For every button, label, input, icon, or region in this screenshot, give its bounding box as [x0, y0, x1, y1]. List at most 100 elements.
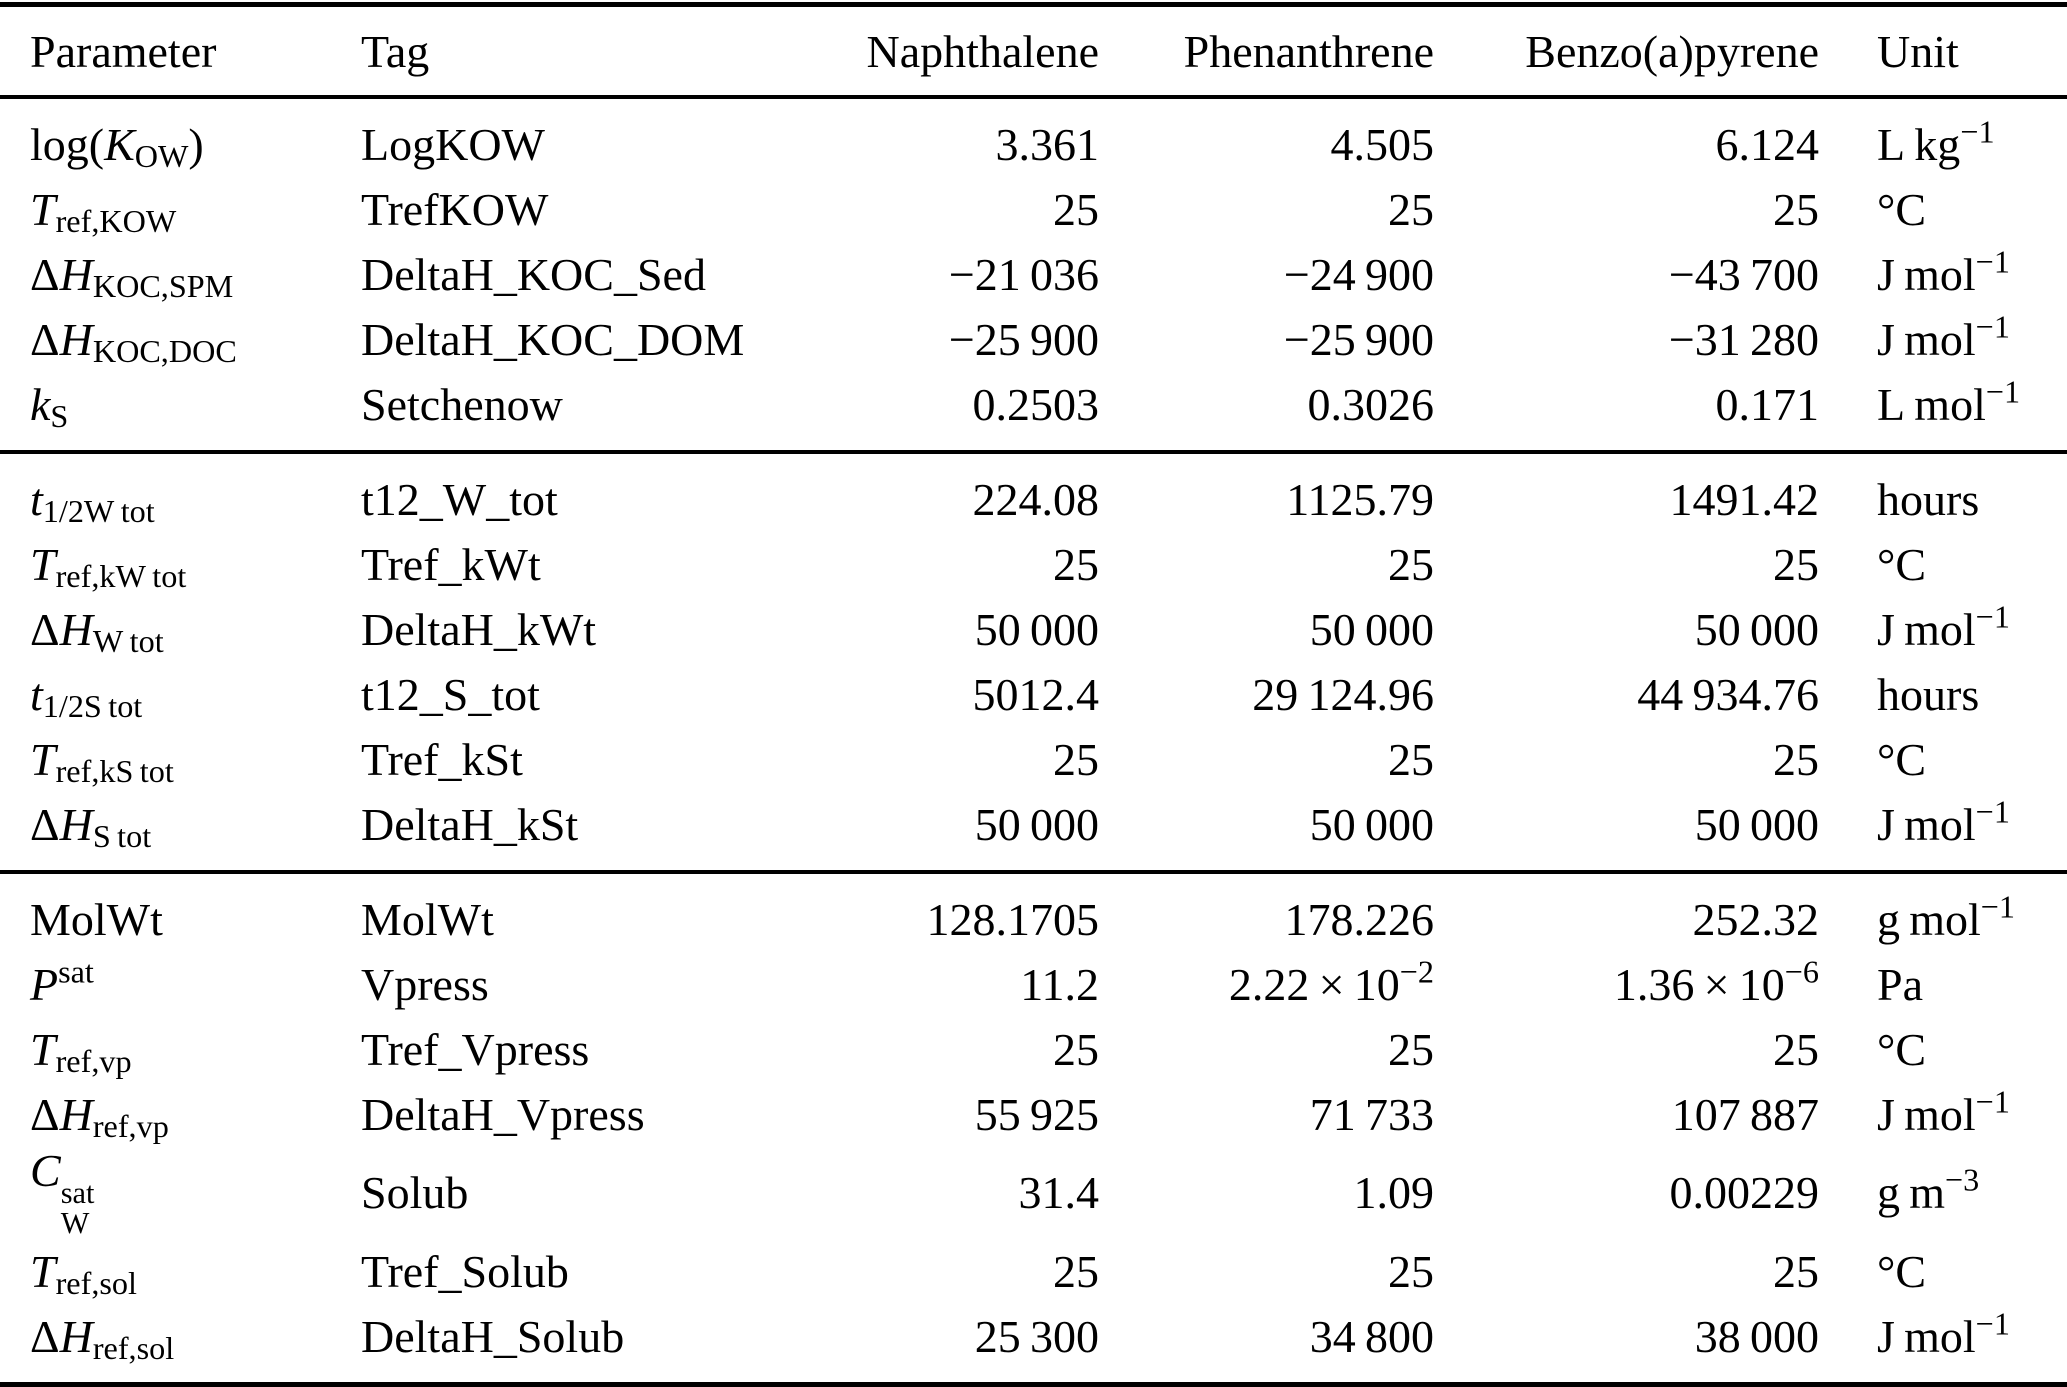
- param-cell: MolWt: [30, 893, 163, 945]
- tag-cell: Tref_Solub: [361, 1245, 569, 1297]
- tag-cell: MolWt: [361, 893, 494, 945]
- value-cell-phenanthrene: 50 000: [1309, 603, 1434, 655]
- table-row: ΔHref,sol DeltaH_Solub 25 300 34 800 38 000 J…: [0, 1304, 2067, 1385]
- value-cell-phenanthrene: 25: [1388, 1023, 1434, 1075]
- value-cell-benzo-a-pyrene: 6.124: [1715, 118, 1820, 170]
- value-cell-naphthalene: 128.1705: [926, 893, 1100, 945]
- value-cell-phenanthrene: 25: [1388, 538, 1434, 590]
- param-cell: Tref,KOW: [30, 183, 177, 239]
- table-row: ΔHKOC,SPM DeltaH_KOC_Sed −21 036 −24 900 −43…: [0, 242, 2067, 307]
- param-cell: Psat: [30, 952, 94, 1010]
- param-cell: ΔHW tot: [30, 603, 164, 659]
- table-row: ΔHref,vp DeltaH_Vpress 55 925 71 733 107 887…: [0, 1082, 2067, 1147]
- unit-cell: J mol−1: [1877, 597, 2010, 655]
- table-row: Tref,sol Tref_Solub 25 25 25 °C: [0, 1239, 2067, 1304]
- tag-cell: DeltaH_Vpress: [361, 1088, 645, 1140]
- value-cell-phenanthrene: 34 800: [1309, 1310, 1434, 1362]
- table-section-1: log(KOW) LogKOW 3.361 4.505 6.124 L kg−1 Tref,…: [0, 97, 2067, 452]
- value-cell-naphthalene: 0.2503: [972, 378, 1100, 430]
- column-header-unit: Unit: [1825, 4, 2067, 99]
- value-cell-phenanthrene: 71 733: [1309, 1088, 1434, 1140]
- value-cell-phenanthrene: 29 124.96: [1252, 668, 1434, 720]
- value-cell-naphthalene: 25: [1053, 183, 1099, 235]
- value-cell-naphthalene: 50 000: [974, 603, 1099, 655]
- param-cell: Tref,kW tot: [30, 538, 187, 594]
- param-cell: log(KOW): [30, 118, 204, 174]
- value-cell-naphthalene: 25: [1053, 538, 1099, 590]
- table-row: Psat Vpress 11.2 2.22 × 10−2 1.36 × 10−6 Pa: [0, 952, 2067, 1017]
- value-cell-phenanthrene: −25 900: [1283, 313, 1434, 365]
- table-row: Tref,kW tot Tref_kWt 25 25 25 °C: [0, 532, 2067, 597]
- unit-cell: g m−3: [1877, 1161, 1980, 1219]
- unit-cell: J mol−1: [1877, 242, 2010, 300]
- value-cell-benzo-a-pyrene: 25: [1773, 733, 1819, 785]
- value-cell-phenanthrene: 178.226: [1284, 893, 1435, 945]
- value-cell-benzo-a-pyrene: 38 000: [1694, 1310, 1819, 1362]
- table-row: Tref,kS tot Tref_kSt 25 25 25 °C: [0, 727, 2067, 792]
- value-cell-naphthalene: 224.08: [972, 473, 1100, 525]
- value-cell-benzo-a-pyrene: 1.36 × 10−6: [1613, 952, 1819, 1010]
- param-cell: t1/2S tot: [30, 668, 143, 724]
- tag-cell: DeltaH_KOC_DOM: [361, 313, 745, 365]
- unit-cell: Pa: [1877, 958, 1923, 1010]
- unit-cell: J mol−1: [1877, 1305, 2010, 1362]
- param-cell: ΔHref,vp: [30, 1088, 169, 1144]
- value-cell-naphthalene: −21 036: [948, 248, 1099, 300]
- value-cell-naphthalene: 25 300: [974, 1310, 1099, 1362]
- value-cell-benzo-a-pyrene: −43 700: [1668, 248, 1819, 300]
- value-cell-phenanthrene: 25: [1388, 733, 1434, 785]
- value-cell-phenanthrene: 50 000: [1309, 798, 1434, 850]
- value-cell-benzo-a-pyrene: −31 280: [1668, 313, 1819, 365]
- param-cell: ΔHS tot: [30, 798, 152, 854]
- tag-cell: DeltaH_kSt: [361, 798, 579, 850]
- tag-cell: Solub: [361, 1167, 469, 1219]
- column-header-benzo-a-pyrene: Benzo(a)pyrene: [1440, 4, 1825, 99]
- table-row: ΔHKOC,DOC DeltaH_KOC_DOM −25 900 −25 900 −31…: [0, 307, 2067, 372]
- param-cell: t1/2W tot: [30, 473, 155, 529]
- table-row: t1/2S tot t12_S_tot 5012.4 29 124.96 44 934.…: [0, 662, 2067, 727]
- value-cell-benzo-a-pyrene: 25: [1773, 183, 1819, 235]
- value-cell-phenanthrene: 25: [1388, 183, 1434, 235]
- value-cell-phenanthrene: 25: [1388, 1245, 1434, 1297]
- param-cell: ΔHKOC,DOC: [30, 313, 237, 369]
- column-header-tag: Tag: [360, 4, 850, 99]
- unit-cell: °C: [1877, 538, 1927, 590]
- value-cell-naphthalene: 31.4: [1018, 1167, 1100, 1219]
- unit-cell: J mol−1: [1877, 1082, 2010, 1140]
- table-row: ΔHW tot DeltaH_kWt 50 000 50 000 50 000 J mol…: [0, 597, 2067, 662]
- unit-cell: J mol−1: [1877, 792, 2010, 850]
- value-cell-phenanthrene: 2.22 × 10−2: [1228, 952, 1434, 1010]
- value-cell-benzo-a-pyrene: 0.171: [1715, 378, 1820, 430]
- tag-cell: LogKOW: [361, 118, 545, 170]
- value-cell-benzo-a-pyrene: 252.32: [1692, 893, 1820, 945]
- value-cell-naphthalene: 11.2: [1020, 958, 1099, 1010]
- value-cell-benzo-a-pyrene: 50 000: [1694, 798, 1819, 850]
- value-cell-phenanthrene: 0.3026: [1307, 378, 1435, 430]
- tag-cell: TrefKOW: [361, 183, 549, 235]
- unit-cell: °C: [1877, 1245, 1927, 1297]
- value-cell-benzo-a-pyrene: 1491.42: [1669, 473, 1820, 525]
- unit-cell: °C: [1877, 733, 1927, 785]
- tag-cell: DeltaH_Solub: [361, 1310, 625, 1362]
- table-section-3: MolWt MolWt 128.1705 178.226 252.32 g mol−1 Ps…: [0, 872, 2067, 1385]
- table-section-2: t1/2W tot t12_W_tot 224.08 1125.79 1491.42 ho…: [0, 452, 2067, 872]
- param-cell: ΔHref,sol: [30, 1310, 175, 1366]
- table-row: MolWt MolWt 128.1705 178.226 252.32 g mol−1: [0, 872, 2067, 952]
- tag-cell: Vpress: [361, 958, 489, 1010]
- value-cell-naphthalene: 25: [1053, 1023, 1099, 1075]
- value-cell-benzo-a-pyrene: 25: [1773, 1023, 1819, 1075]
- unit-cell: J mol−1: [1877, 307, 2010, 365]
- value-cell-benzo-a-pyrene: 25: [1773, 1245, 1819, 1297]
- tag-cell: DeltaH_KOC_Sed: [361, 248, 706, 300]
- value-cell-naphthalene: 5012.4: [972, 668, 1100, 720]
- unit-cell: L mol−1: [1877, 372, 2021, 430]
- value-cell-naphthalene: 25: [1053, 733, 1099, 785]
- param-cell: kS: [30, 378, 69, 434]
- param-cell: Tref,kS tot: [30, 733, 174, 789]
- param-cell: Tref,sol: [30, 1245, 137, 1301]
- param-cell: ΔHKOC,SPM: [30, 248, 234, 304]
- table-row: ΔHS tot DeltaH_kSt 50 000 50 000 50 000 J mol…: [0, 792, 2067, 872]
- tag-cell: t12_S_tot: [361, 668, 540, 720]
